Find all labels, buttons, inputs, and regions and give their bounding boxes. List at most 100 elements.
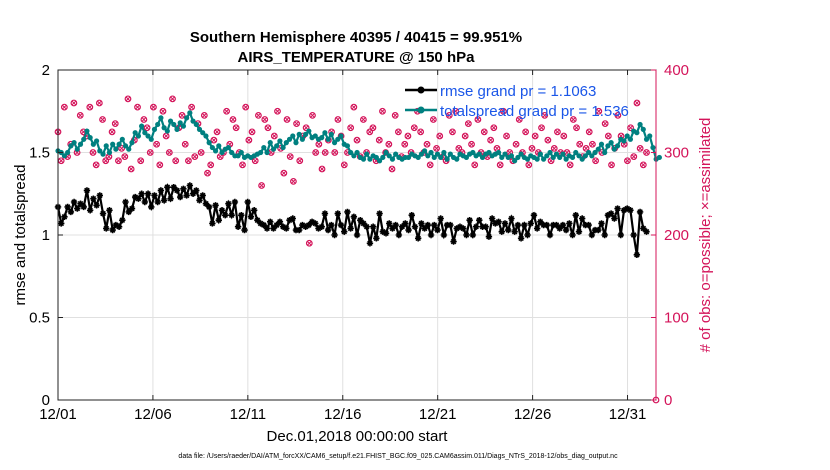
rmse-point: [86, 207, 94, 214]
obs-possible-point: [185, 157, 192, 165]
obs-possible-point: [639, 161, 647, 169]
totalspread-point: [235, 153, 241, 159]
obs-possible-point: [423, 140, 431, 148]
obs-assimilated-point: [287, 154, 293, 159]
rmse-point: [260, 221, 268, 229]
obs-assimilated-point: [590, 141, 595, 147]
totalspread-point: [367, 156, 373, 162]
totalspread-point: [203, 133, 209, 139]
rmse-point: [99, 210, 107, 217]
obs-possible-point: [143, 124, 151, 132]
obs-assimilated-point: [122, 154, 128, 159]
totalspread-point: [415, 154, 421, 161]
rmse-point: [440, 231, 448, 239]
x-tick-label: 12/26: [514, 406, 552, 423]
obs-possible-point: [569, 116, 577, 123]
x-tick-label: 12/01: [39, 406, 77, 423]
obs-assimilated-point: [58, 158, 64, 164]
rmse-point: [341, 228, 348, 235]
rmse-point: [533, 225, 541, 232]
obs-assimilated-point: [100, 117, 105, 122]
obs-possible-point: [169, 95, 176, 103]
obs-possible-point: [525, 161, 533, 169]
rmse-point: [324, 226, 332, 234]
rmse-point: [562, 226, 570, 234]
rmse-point: [276, 218, 284, 225]
legend: rmse grand pr = 1.1063 totalspread grand…: [405, 83, 629, 120]
rmse-point: [331, 231, 338, 239]
obs-possible-point: [503, 132, 510, 140]
totalspread-point: [158, 115, 164, 121]
obs-possible-point: [280, 169, 288, 177]
obs-possible-point: [531, 132, 539, 140]
obs-assimilated-point: [551, 146, 557, 151]
rmse-point: [453, 225, 460, 232]
rmse-point: [238, 212, 245, 219]
legend-rmse-label: rmse grand pr = 1.1063: [440, 83, 596, 100]
rmse-point: [61, 213, 68, 221]
rmse-point: [575, 228, 583, 235]
rmse-point: [70, 198, 78, 206]
rmse-point: [254, 216, 261, 224]
obs-assimilated-point: [431, 117, 436, 122]
rmse-point: [228, 212, 235, 219]
obs-assimilated-point: [402, 141, 408, 147]
totalspread-point: [258, 149, 264, 156]
obs-possible-point: [239, 161, 246, 169]
totalspread-point: [470, 149, 476, 156]
rmse-point: [321, 210, 329, 217]
obs-possible-point: [410, 124, 418, 132]
y-tick-label: 0: [42, 392, 50, 409]
y-tick-label: 1.5: [29, 145, 50, 162]
obs-possible-point: [388, 165, 396, 173]
totalspread-point: [614, 143, 621, 149]
totalspread-point: [454, 156, 460, 162]
rmse-point: [408, 212, 415, 219]
totalspread-point: [171, 121, 177, 128]
rmse-point: [160, 197, 168, 204]
rmse-point: [450, 238, 457, 245]
rmse-point: [434, 226, 441, 234]
rmse-point: [488, 215, 496, 222]
rmse-point: [521, 221, 528, 229]
rmse-point: [550, 221, 557, 229]
totalspread-point: [84, 128, 90, 134]
rmse-point: [369, 223, 377, 230]
obs-assimilated-point: [634, 100, 640, 106]
rmse-point: [164, 183, 171, 191]
totalspread-point: [598, 141, 605, 147]
obs-assimilated-point: [532, 133, 538, 139]
totalspread-point: [97, 148, 103, 154]
obs-possible-point: [92, 161, 100, 169]
right-y-tick-label: 100: [664, 310, 689, 327]
obs-possible-point: [576, 140, 584, 148]
obs-assimilated-point: [262, 117, 268, 122]
totalspread-point: [331, 140, 338, 146]
totalspread-point: [71, 140, 77, 146]
obs-assimilated-point: [446, 113, 452, 118]
totalspread-point: [238, 149, 244, 156]
legend-rmse-marker: [417, 86, 425, 94]
obs-possible-point: [270, 132, 278, 140]
obs-possible-point: [512, 140, 520, 148]
totalspread-point: [113, 146, 119, 152]
obs-assimilated-point: [424, 141, 430, 147]
rmse-point: [148, 203, 155, 211]
obs-possible-point: [445, 111, 453, 119]
rmse-point: [90, 195, 97, 202]
totalspread-point: [303, 131, 309, 137]
obs-assimilated-point: [542, 113, 548, 118]
obs-count-series: [54, 95, 660, 404]
totalspread-point: [425, 153, 431, 159]
totalspread-point: [582, 153, 589, 159]
totalspread-point: [180, 123, 187, 129]
totalspread-point: [100, 151, 106, 157]
rmse-point: [283, 225, 290, 232]
obs-possible-point: [213, 128, 221, 136]
totalspread-point: [595, 146, 601, 152]
obs-assimilated-point: [335, 117, 341, 122]
rmse-point: [106, 207, 113, 214]
rmse-point: [308, 218, 316, 225]
rmse-point: [125, 208, 132, 216]
totalspread-point: [393, 151, 399, 157]
